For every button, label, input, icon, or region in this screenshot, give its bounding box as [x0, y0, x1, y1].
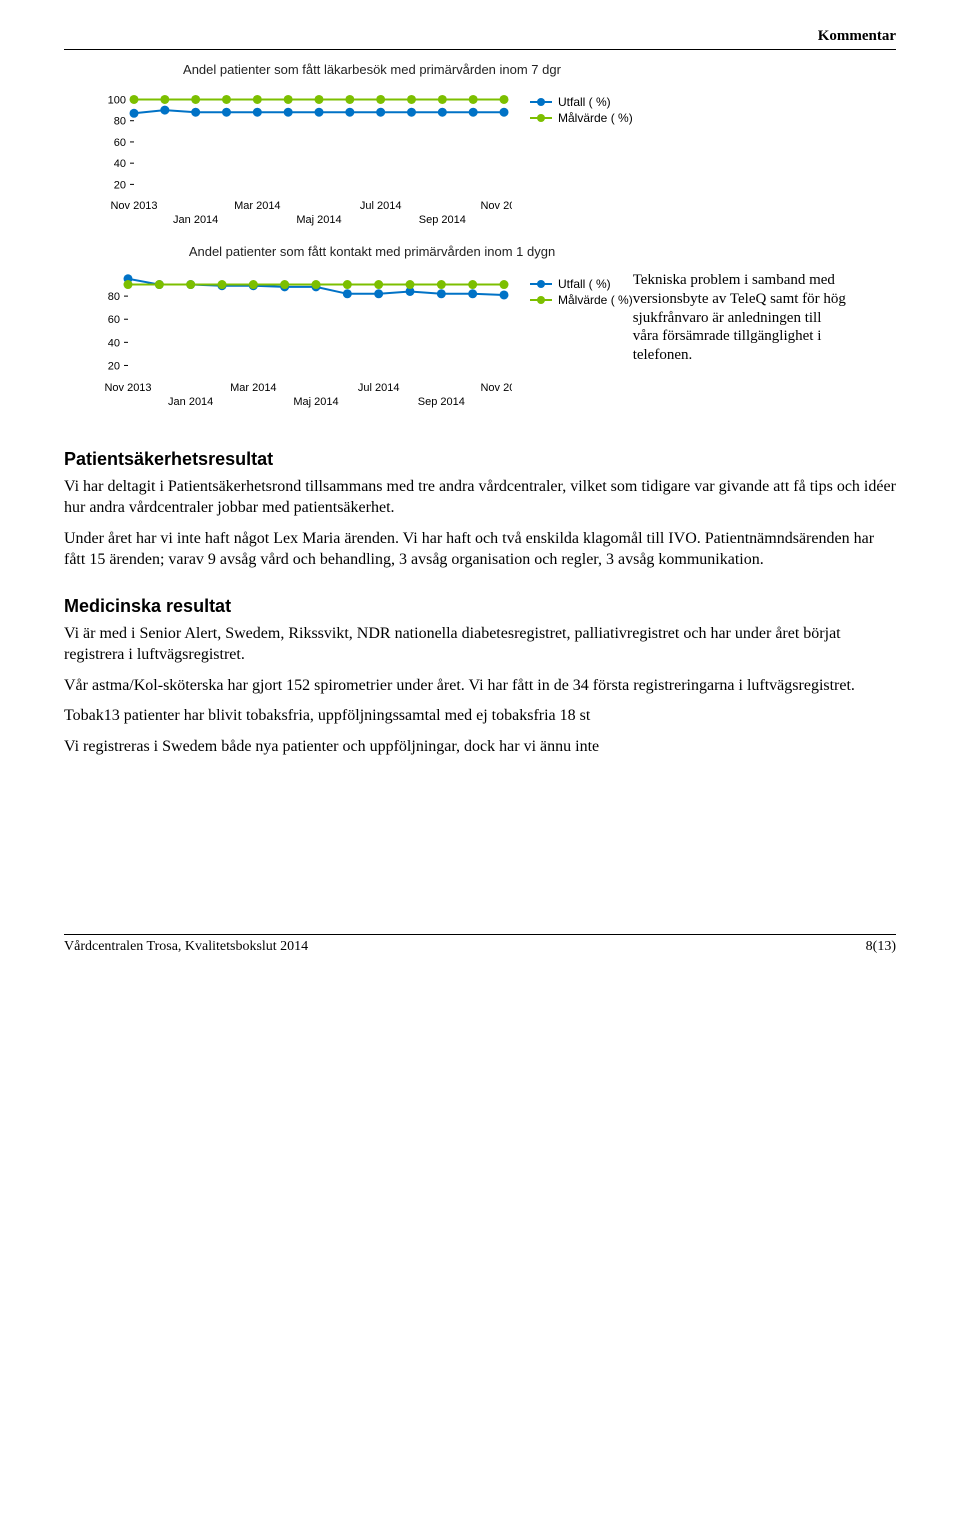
chart-1-legend: Utfall ( %) Målvärde ( %) [530, 95, 633, 127]
footer-right: 8(13) [866, 939, 896, 955]
legend-swatch [530, 283, 552, 285]
svg-text:20: 20 [114, 179, 126, 191]
svg-text:Nov 2013: Nov 2013 [104, 382, 151, 394]
para-s2-2: Vår astma/Kol-sköterska har gjort 152 sp… [64, 676, 896, 697]
side-comment: Tekniska problem i samband med versionsb… [633, 271, 848, 365]
para-s2-1: Vi är med i Senior Alert, Swedem, Rikssv… [64, 624, 896, 666]
svg-text:20: 20 [108, 360, 120, 372]
svg-text:Nov 2014: Nov 2014 [480, 200, 512, 212]
chart-1-title: Andel patienter som fått läkarbesök med … [142, 62, 602, 77]
legend-item: Utfall ( %) [530, 95, 633, 109]
svg-text:Maj 2014: Maj 2014 [293, 396, 338, 408]
chart-2-legend: Utfall ( %) Målvärde ( %) [530, 277, 633, 309]
svg-text:60: 60 [114, 137, 126, 149]
legend-label: Målvärde ( %) [558, 111, 633, 125]
chart-2-plot: 20 40 60 80 Nov 2013 Mar 2014 Jul 2014 Nov 2014… [82, 263, 512, 418]
chart-2-block: Andel patienter som fått kontakt med pri… [82, 244, 896, 418]
heading-patientsakerhet: Patientsäkerhetsresultat [64, 448, 896, 471]
heading-medicinska: Medicinska resultat [64, 595, 896, 618]
svg-text:Sep 2014: Sep 2014 [419, 214, 466, 226]
svg-text:60: 60 [108, 314, 120, 326]
svg-text:Nov 2013: Nov 2013 [110, 200, 157, 212]
legend-item: Utfall ( %) [530, 277, 633, 291]
para-s2-3: Tobak13 patienter har blivit tobaksfria,… [64, 706, 896, 727]
svg-text:100: 100 [108, 94, 126, 106]
legend-label: Utfall ( %) [558, 95, 611, 109]
svg-text:Mar 2014: Mar 2014 [234, 200, 280, 212]
footer-rule [64, 934, 896, 935]
chart-2-title: Andel patienter som fått kontakt med pri… [142, 244, 602, 259]
page-header-label: Kommentar [64, 28, 896, 45]
chart-1-plot: 20 40 60 80 100 Nov 2013 Mar 2014 Jul 2014 Nov 2… [82, 81, 512, 236]
chart-1-block: Andel patienter som fått läkarbesök med … [82, 62, 896, 236]
legend-swatch [530, 101, 552, 103]
svg-text:80: 80 [114, 116, 126, 128]
svg-text:80: 80 [108, 291, 120, 303]
legend-item: Målvärde ( %) [530, 111, 633, 125]
svg-text:Jan 2014: Jan 2014 [168, 396, 213, 408]
footer-left: Vårdcentralen Trosa, Kvalitetsbokslut 20… [64, 939, 308, 955]
legend-label: Målvärde ( %) [558, 293, 633, 307]
svg-text:Jan 2014: Jan 2014 [173, 214, 218, 226]
legend-swatch [530, 299, 552, 301]
para-s2-4: Vi registreras i Swedem både nya patient… [64, 737, 896, 758]
svg-text:Mar 2014: Mar 2014 [230, 382, 276, 394]
page-footer: Vårdcentralen Trosa, Kvalitetsbokslut 20… [64, 934, 896, 955]
svg-text:40: 40 [114, 158, 126, 170]
svg-text:Maj 2014: Maj 2014 [296, 214, 341, 226]
svg-text:Jul 2014: Jul 2014 [360, 200, 402, 212]
para-s1-1: Vi har deltagit i Patientsäkerhetsrond t… [64, 477, 896, 519]
header-rule [64, 49, 896, 50]
legend-swatch [530, 117, 552, 119]
legend-label: Utfall ( %) [558, 277, 611, 291]
svg-text:Jul 2014: Jul 2014 [358, 382, 400, 394]
svg-text:Nov 2014: Nov 2014 [480, 382, 512, 394]
svg-text:40: 40 [108, 337, 120, 349]
legend-item: Målvärde ( %) [530, 293, 633, 307]
para-s1-2: Under året har vi inte haft något Lex Ma… [64, 529, 896, 571]
svg-text:Sep 2014: Sep 2014 [418, 396, 465, 408]
